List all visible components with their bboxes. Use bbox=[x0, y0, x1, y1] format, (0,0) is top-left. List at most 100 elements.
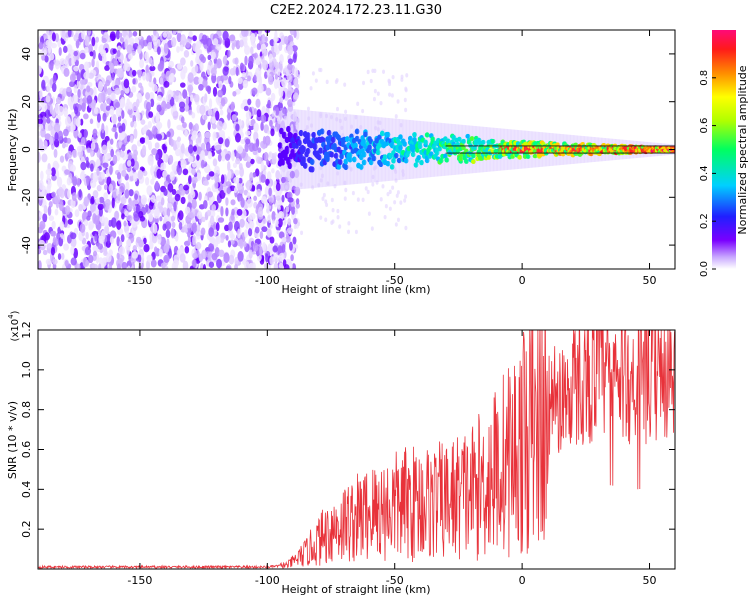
noise-cell bbox=[105, 79, 111, 87]
noise-cell bbox=[133, 149, 138, 157]
noise-cell bbox=[151, 83, 158, 92]
signal-halo bbox=[295, 109, 298, 190]
noise-cell bbox=[168, 76, 172, 83]
noise-cell bbox=[108, 183, 114, 193]
noise-cell bbox=[149, 65, 156, 72]
noise-cell bbox=[70, 237, 77, 248]
noise-cell bbox=[366, 69, 370, 75]
noise-cell bbox=[191, 222, 198, 234]
noise-cell bbox=[257, 83, 264, 94]
noise-cell bbox=[244, 45, 251, 56]
noise-cell bbox=[183, 184, 190, 191]
signal-cell bbox=[434, 150, 440, 156]
signal-cell bbox=[319, 128, 325, 135]
noise-cell bbox=[326, 181, 330, 186]
noise-cell bbox=[192, 35, 197, 42]
noise-cell bbox=[140, 194, 147, 205]
noise-cell bbox=[161, 72, 165, 79]
noise-cell bbox=[132, 101, 139, 112]
noise-cell bbox=[183, 50, 190, 58]
noise-cell bbox=[126, 135, 131, 142]
noise-cell bbox=[59, 188, 65, 199]
noise-cell bbox=[92, 86, 97, 98]
noise-cell bbox=[159, 216, 163, 222]
signal-cell bbox=[389, 164, 395, 170]
noise-cell bbox=[369, 78, 373, 84]
noise-cell bbox=[59, 155, 65, 163]
noise-cell bbox=[109, 31, 116, 41]
noise-cell bbox=[261, 33, 266, 44]
noise-cell bbox=[211, 116, 216, 124]
noise-cell bbox=[297, 74, 301, 79]
noise-cell bbox=[269, 256, 275, 265]
noise-cell bbox=[191, 162, 197, 168]
noise-cell bbox=[131, 251, 138, 259]
noise-cell bbox=[84, 35, 89, 47]
noise-cell bbox=[231, 114, 238, 122]
noise-cell bbox=[76, 145, 83, 153]
noise-cell bbox=[117, 193, 121, 201]
noise-cell bbox=[285, 205, 290, 213]
noise-cell bbox=[67, 189, 71, 199]
noise-cell bbox=[307, 116, 311, 121]
noise-cell bbox=[144, 51, 149, 60]
signal-cell bbox=[430, 136, 436, 142]
noise-cell bbox=[148, 201, 154, 210]
noise-cell bbox=[106, 233, 111, 245]
noise-cell bbox=[212, 158, 218, 167]
noise-cell bbox=[145, 64, 149, 75]
noise-cell bbox=[47, 40, 53, 47]
noise-cell bbox=[343, 180, 347, 186]
noise-cell bbox=[317, 182, 321, 188]
signal-cell bbox=[424, 132, 430, 138]
noise-cell bbox=[157, 233, 162, 245]
noise-cell bbox=[383, 214, 387, 220]
noise-cell bbox=[289, 170, 296, 179]
noise-cell bbox=[155, 153, 159, 161]
signal-cell bbox=[297, 139, 303, 147]
noise-cell bbox=[98, 257, 104, 264]
noise-cell bbox=[187, 231, 191, 238]
noise-cell bbox=[101, 144, 108, 155]
noise-cell bbox=[239, 238, 244, 249]
noise-cell bbox=[246, 156, 251, 163]
noise-cell bbox=[236, 208, 243, 216]
noise-cell bbox=[251, 87, 258, 95]
noise-cell bbox=[114, 87, 121, 95]
noise-cell bbox=[253, 195, 258, 202]
noise-cell bbox=[69, 80, 75, 88]
spectrogram-xlabel: Height of straight line (km) bbox=[281, 283, 430, 296]
noise-cell bbox=[111, 197, 115, 209]
noise-cell bbox=[80, 137, 86, 146]
signal-cell bbox=[423, 139, 429, 145]
noise-cell bbox=[379, 197, 383, 202]
noise-cell bbox=[176, 136, 182, 142]
noise-cell bbox=[173, 201, 177, 212]
noise-cell bbox=[401, 172, 405, 177]
signal-cell bbox=[486, 155, 492, 160]
colorbar: 0.0 0.2 0.4 0.6 0.8 Normalized spectral ampl… bbox=[699, 30, 749, 277]
noise-cell bbox=[394, 169, 398, 174]
noise-cell bbox=[150, 194, 156, 204]
noise-cell bbox=[195, 49, 200, 57]
noise-cell bbox=[324, 199, 328, 204]
noise-cell bbox=[132, 171, 138, 182]
signal-cell bbox=[363, 131, 368, 138]
signal-halo bbox=[380, 117, 384, 182]
noise-cell bbox=[376, 91, 380, 96]
noise-cell bbox=[270, 92, 276, 102]
noise-cell bbox=[266, 208, 270, 213]
colorbar-tick-label: 0.8 bbox=[699, 70, 710, 86]
noise-cell bbox=[170, 215, 175, 222]
noise-cell bbox=[163, 43, 169, 54]
noise-cell bbox=[83, 196, 90, 207]
noise-cell bbox=[97, 203, 104, 211]
noise-cell bbox=[188, 144, 194, 154]
noise-cell bbox=[285, 184, 289, 190]
x-tick-label: 50 bbox=[643, 574, 657, 587]
signal-cell bbox=[361, 151, 367, 158]
signal-halo bbox=[467, 125, 471, 174]
noise-cell bbox=[86, 147, 92, 154]
signal-halo bbox=[296, 109, 300, 190]
noise-cell bbox=[265, 253, 269, 263]
